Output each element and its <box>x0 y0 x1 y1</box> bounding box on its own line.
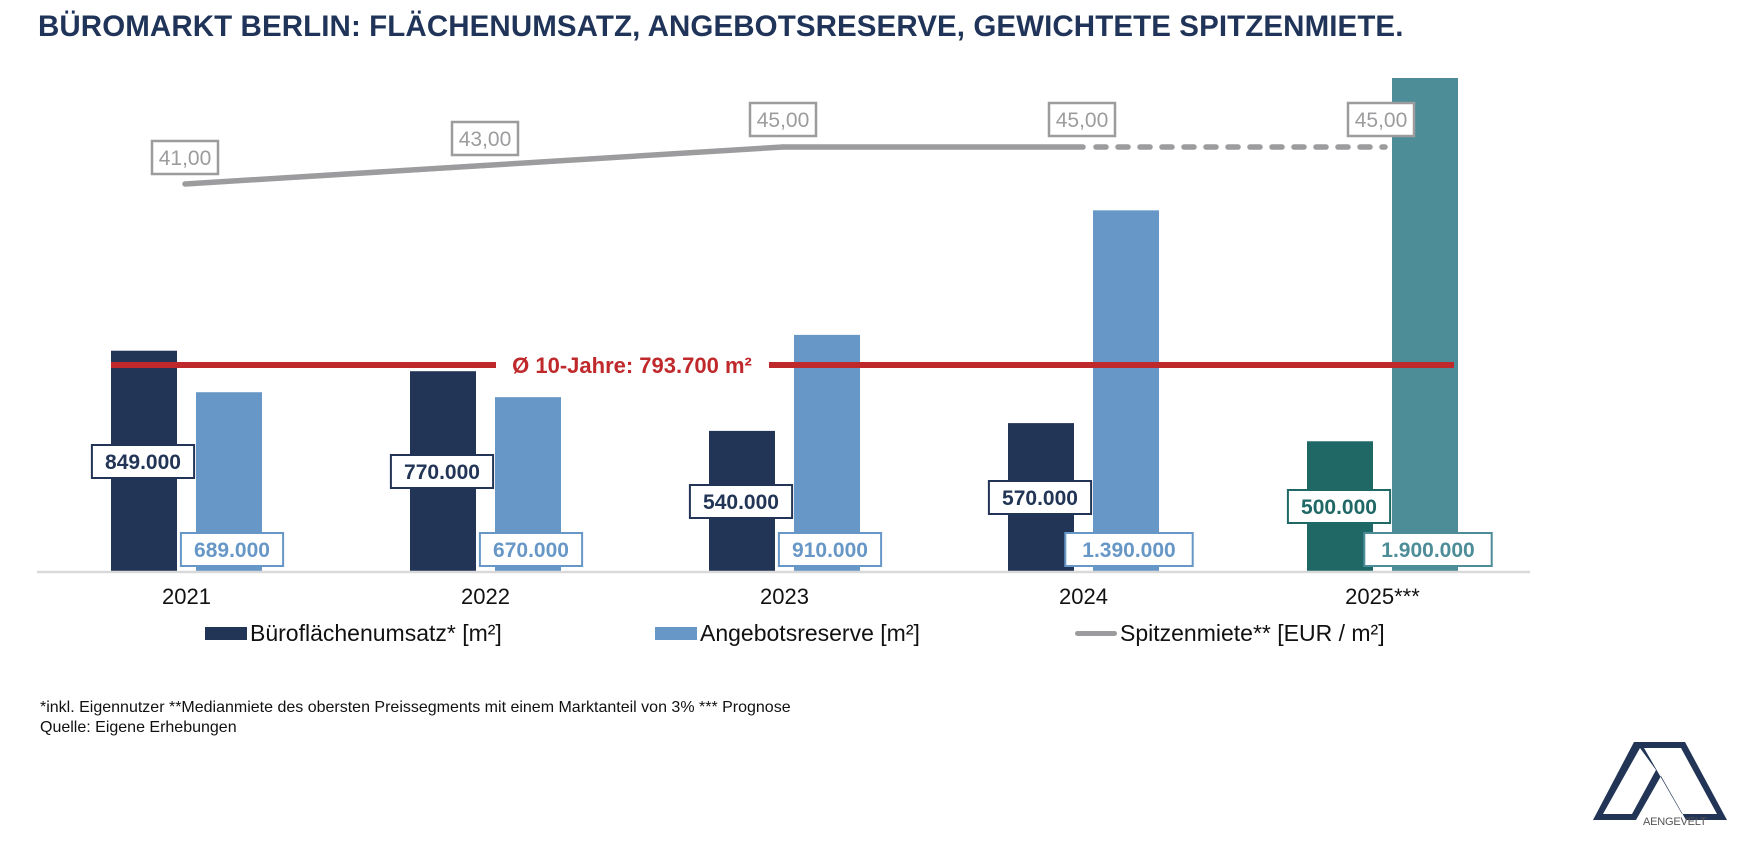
rent-label-box-2022 <box>450 120 520 157</box>
rent-label-2024: 45,00 <box>1056 109 1109 132</box>
rent-label-box-2023 <box>748 101 818 138</box>
x-tick-label-2024: 2024 <box>1059 584 1108 609</box>
legend-label-umsatz: Büroflächenumsatz* [m²] <box>250 620 502 646</box>
legend-swatch-angebot <box>655 627 697 640</box>
legend-item-angebot: Angebotsreserve [m²] <box>655 620 920 647</box>
data-label-angebot-2025: 1.900.000 <box>1381 539 1474 562</box>
data-label-umsatz-2025: 500.000 <box>1301 496 1377 519</box>
data-label-umsatz-2021-box <box>90 444 196 479</box>
x-tick-label-2025: 2025*** <box>1345 584 1420 609</box>
data-label-angebot-2022-box <box>478 532 584 567</box>
rent-label-box-2025 <box>1346 101 1416 138</box>
legend: Büroflächenumsatz* [m²] Angebotsreserve … <box>0 620 1761 650</box>
data-label-angebot-2021: 689.000 <box>194 539 270 562</box>
rent-label-2025: 45,00 <box>1355 109 1408 132</box>
average-line-label: Ø 10-Jahre: 793.700 m² <box>512 353 752 378</box>
data-label-umsatz-2025-box <box>1286 489 1392 524</box>
rent-label-2022: 43,00 <box>459 128 512 151</box>
aengevelt-logo-icon <box>1593 742 1727 820</box>
x-tick-label-2021: 2021 <box>162 584 211 609</box>
x-tick-label-2022: 2022 <box>461 584 510 609</box>
data-label-umsatz-2022: 770.000 <box>404 461 480 484</box>
average-line-layer: Ø 10-Jahre: 793.700 m² <box>111 353 1454 378</box>
data-label-umsatz-2024: 570.000 <box>1002 487 1078 510</box>
data-labels-layer: 849.000 689.000 770.000 670.000 540.000 910.0… <box>90 444 1493 567</box>
rent-line-segment-0 <box>182 162 487 187</box>
data-label-umsatz-2023-box <box>688 484 794 519</box>
rent-line-layer: 41,00 43,00 45,00 45,00 45,00 <box>150 101 1416 187</box>
data-label-angebot-2022: 670.000 <box>493 539 569 562</box>
tick-labels-layer: 2021 2022 2023 2024 2025*** <box>162 584 1420 609</box>
data-label-angebot-2023-box <box>777 532 883 567</box>
rent-label-box-2021 <box>150 139 220 176</box>
chart-title: BÜROMARKT BERLIN: FLÄCHENUMSATZ, ANGEBOT… <box>38 10 1404 43</box>
rent-label-2021: 41,00 <box>159 147 212 170</box>
footnote-source: Quelle: Eigene Erhebungen <box>40 719 237 736</box>
bar-angebot-2023 <box>794 334 860 571</box>
data-label-angebot-2024-box <box>1064 532 1194 567</box>
rent-label-2023: 45,00 <box>757 109 810 132</box>
logo-text: AENGEVELT <box>1643 816 1707 828</box>
data-label-angebot-2023: 910.000 <box>792 539 868 562</box>
x-tick-label-2023: 2023 <box>760 584 809 609</box>
footnote-definitions: *inkl. Eigennutzer **Medianmiete des obe… <box>40 699 791 716</box>
legend-item-miete: Spitzenmiete** [EUR / m²] <box>1075 620 1385 647</box>
legend-swatch-umsatz <box>205 627 247 640</box>
rent-label-box-2024 <box>1047 101 1117 138</box>
data-label-angebot-2021-box <box>179 532 285 567</box>
data-label-umsatz-2024-box <box>987 480 1093 515</box>
data-label-umsatz-2021: 849.000 <box>105 451 181 474</box>
data-label-umsatz-2022-box <box>389 454 495 489</box>
legend-label-miete: Spitzenmiete** [EUR / m²] <box>1120 620 1385 646</box>
bar-angebot-2024 <box>1093 210 1159 571</box>
data-label-angebot-2024: 1.390.000 <box>1082 539 1175 562</box>
rent-line-segment-1 <box>481 144 786 169</box>
legend-item-umsatz: Büroflächenumsatz* [m²] <box>205 620 502 647</box>
bar-angebot-2025 <box>1392 78 1458 571</box>
data-label-umsatz-2023: 540.000 <box>703 491 779 514</box>
legend-swatch-miete <box>1075 631 1117 636</box>
legend-label-angebot: Angebotsreserve [m²] <box>700 620 920 646</box>
data-label-angebot-2025-box <box>1363 532 1493 567</box>
